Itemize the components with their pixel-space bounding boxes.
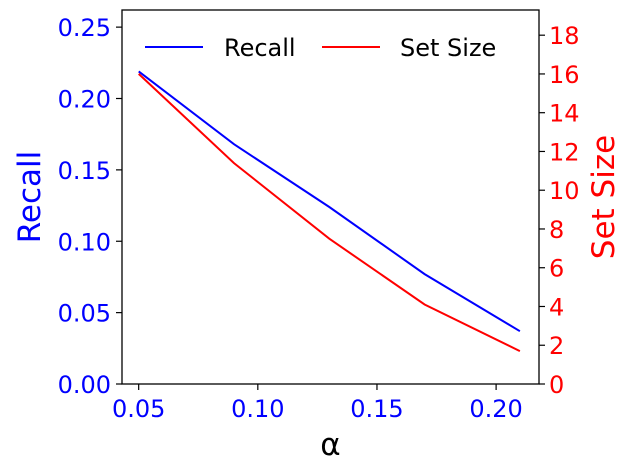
y-right-tick-label: 10: [549, 177, 580, 205]
x-tick-label: 0.10: [231, 395, 284, 423]
y-right-tick-label: 6: [549, 255, 564, 283]
x-tick-label: 0.20: [469, 395, 522, 423]
x-tick-label: 0.05: [112, 395, 165, 423]
y-axis-left-label: Recall: [12, 151, 48, 244]
y-right-tick-label: 8: [549, 216, 564, 244]
legend-label-recall: Recall: [224, 34, 296, 62]
legend: Recall Set Size: [145, 34, 496, 62]
x-axis-label: α: [320, 427, 340, 463]
y-right-tick-label: 16: [549, 61, 580, 89]
y-left-tick-label: 0.15: [58, 157, 111, 185]
y-left-tick-label: 0.20: [58, 86, 111, 114]
y-left-tick-label: 0.25: [58, 14, 111, 42]
y-right-tick-label: 18: [549, 22, 580, 50]
y-left-tick-label: 0.05: [58, 300, 111, 328]
y-left-tick-label: 0.00: [58, 371, 111, 399]
series-line-recall: [138, 70, 521, 333]
y-axis-right-label: Set Size: [586, 135, 622, 259]
y-right-tick-label: 0: [549, 371, 564, 399]
series-line-set-size: [138, 73, 521, 352]
x-tick-label: 0.15: [350, 395, 403, 423]
y-right-tick-label: 4: [549, 293, 564, 321]
y-left-tick-label: 0.10: [58, 228, 111, 256]
y-right-tick-label: 12: [549, 138, 580, 166]
y-right-tick-label: 2: [549, 332, 564, 360]
series-layer: [138, 70, 521, 352]
legend-label-set-size: Set Size: [400, 34, 496, 62]
ticks-layer: 0.05 0.10 0.15 0.200.000.050.100.150.200.25…: [58, 14, 580, 423]
y-right-tick-label: 14: [549, 100, 580, 128]
plot-frame: [121, 9, 540, 385]
